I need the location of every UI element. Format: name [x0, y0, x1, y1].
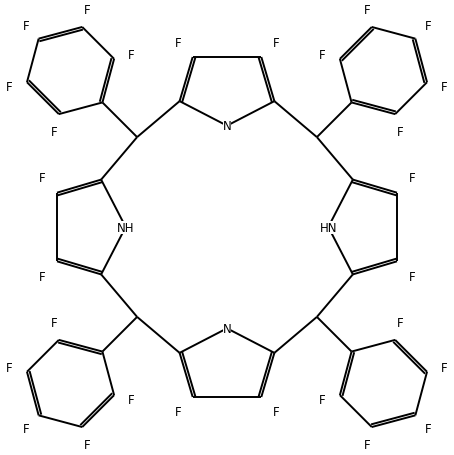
Text: HN: HN — [320, 221, 337, 234]
Text: F: F — [128, 49, 135, 61]
Text: NH: NH — [117, 221, 134, 234]
Text: F: F — [39, 270, 45, 283]
Text: F: F — [51, 126, 58, 139]
Text: N: N — [222, 120, 232, 133]
Text: N: N — [222, 322, 232, 335]
Text: F: F — [441, 81, 448, 94]
Text: F: F — [425, 20, 431, 33]
Text: F: F — [273, 36, 280, 50]
Text: F: F — [128, 394, 135, 406]
Text: F: F — [174, 36, 181, 50]
Text: F: F — [396, 126, 403, 139]
Text: F: F — [39, 172, 45, 185]
Text: F: F — [84, 4, 90, 17]
Text: F: F — [364, 438, 370, 451]
Text: F: F — [6, 361, 13, 374]
Text: F: F — [425, 422, 431, 435]
Text: F: F — [23, 422, 29, 435]
Text: F: F — [84, 438, 90, 451]
Text: F: F — [409, 270, 415, 283]
Text: F: F — [6, 81, 13, 94]
Text: F: F — [51, 316, 58, 329]
Text: F: F — [409, 172, 415, 185]
Text: F: F — [364, 4, 370, 17]
Text: F: F — [319, 49, 326, 61]
Text: F: F — [174, 405, 181, 419]
Text: F: F — [396, 316, 403, 329]
Text: F: F — [319, 394, 326, 406]
Text: F: F — [23, 20, 29, 33]
Text: F: F — [273, 405, 280, 419]
Text: F: F — [441, 361, 448, 374]
